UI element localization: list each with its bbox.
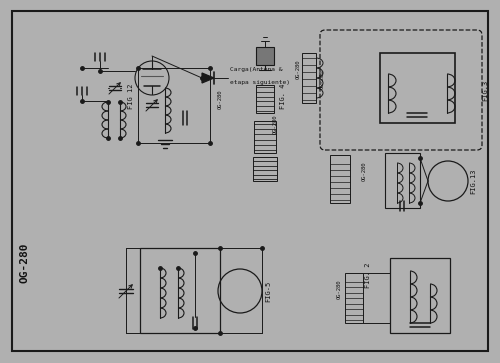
Text: OG-280: OG-280: [218, 90, 223, 109]
Text: etapa siguiente): etapa siguiente): [230, 80, 290, 85]
Bar: [330, 155, 350, 203]
Bar: [256, 47, 274, 65]
Bar: [140, 248, 220, 333]
Bar: [254, 121, 276, 153]
Bar: [390, 258, 450, 333]
Text: FIG-5: FIG-5: [265, 280, 271, 302]
Bar: [256, 85, 274, 113]
Text: OG-280: OG-280: [362, 162, 367, 181]
Text: OG-280: OG-280: [19, 243, 29, 283]
Text: FIG. 4: FIG. 4: [280, 83, 286, 109]
Bar: [302, 53, 316, 103]
Bar: [385, 153, 420, 208]
Text: FIG.3: FIG.3: [482, 79, 488, 101]
Text: FIG.13: FIG.13: [470, 168, 476, 194]
Bar: [345, 273, 363, 323]
Bar: [253, 157, 277, 181]
Text: Carga(Antena &: Carga(Antena &: [230, 67, 282, 72]
Text: FIG 12: FIG 12: [128, 83, 134, 109]
Text: OG-280: OG-280: [296, 60, 301, 79]
Text: OG-280: OG-280: [320, 69, 325, 89]
Text: FIG. 2: FIG. 2: [365, 263, 371, 289]
Bar: [380, 53, 455, 123]
Text: OG-280: OG-280: [337, 280, 342, 299]
Polygon shape: [202, 73, 214, 83]
Text: OG-280: OG-280: [273, 114, 278, 134]
